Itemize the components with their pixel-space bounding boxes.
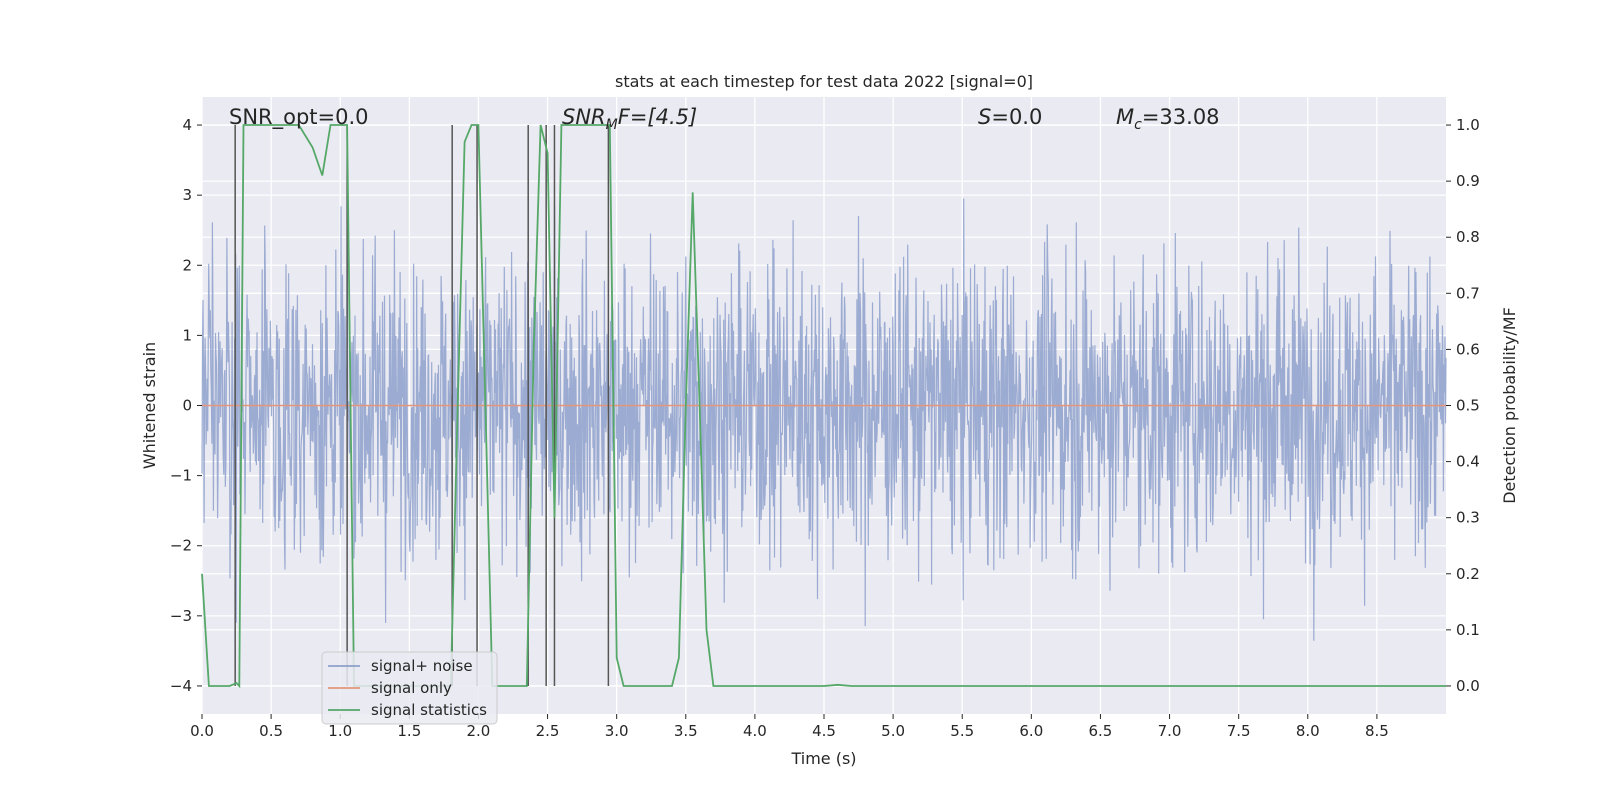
annotation-mc-base: M — [1116, 105, 1134, 129]
annotation-s-label: S — [978, 105, 991, 129]
annotation-snr-mf-base: SNR — [562, 105, 606, 129]
x-tick-label-15: 7.5 — [1227, 722, 1251, 740]
annotation-snr-mf: SNRMF=[4.5] — [562, 105, 697, 133]
y-left-tick-label-1: −3 — [170, 607, 192, 625]
x-tick-label-1: 0.5 — [259, 722, 283, 740]
x-tick-label-7: 3.5 — [674, 722, 698, 740]
annotation-snr-mf-sub: M — [606, 117, 618, 133]
y-right-tick-label-4: 0.4 — [1456, 453, 1480, 471]
vertical-markers — [234, 125, 610, 686]
y-left-tick-label-5: 1 — [182, 326, 192, 344]
annotation-s: S=0.0 — [978, 105, 1042, 129]
y-right-tick-label-0: 0.0 — [1456, 677, 1480, 695]
legend: signal+ noise signal only signal statist… — [321, 651, 498, 725]
annotation-s-value: =0.0 — [991, 105, 1042, 129]
x-axis-label: Time (s) — [790, 749, 856, 768]
y-right-tick-label-9: 0.9 — [1456, 172, 1480, 190]
legend-box — [321, 651, 498, 725]
y-left-tick-label-6: 2 — [182, 256, 192, 274]
annotation-snr-mf-f: F=[4.5] — [618, 105, 697, 129]
x-tick-label-8: 4.0 — [743, 722, 767, 740]
y-right-tick-label-10: 1.0 — [1456, 116, 1480, 134]
x-tick-label-17: 8.5 — [1365, 722, 1389, 740]
noise-line — [201, 198, 1447, 641]
x-ticks: 0.0 0.5 1.0 1.5 2.0 2.5 3.0 3.5 4.0 4.5 5.0 5.5 6.0 6… — [190, 714, 1389, 740]
x-tick-label-13: 6.5 — [1089, 722, 1113, 740]
y-left-tick-label-4: 0 — [182, 397, 192, 415]
legend-label-statistics: signal statistics — [371, 701, 487, 719]
legend-label-noise: signal+ noise — [371, 657, 473, 675]
annotation-snr-opt: SNR_opt=0.0 — [229, 105, 369, 130]
legend-label-signal-only: signal only — [371, 679, 452, 697]
y-left-ticks: −4 −3 −2 −1 0 1 2 3 4 — [170, 116, 202, 695]
chart-title: stats at each timestep for test data 202… — [615, 72, 1033, 91]
statistics-series — [201, 124, 1446, 689]
y-right-tick-label-5: 0.5 — [1456, 397, 1480, 415]
y-left-tick-label-8: 4 — [182, 116, 192, 134]
y-right-tick-label-3: 0.3 — [1456, 509, 1480, 527]
y-right-axis-label: Detection probability/MF — [1500, 307, 1519, 504]
y-left-tick-label-7: 3 — [182, 186, 192, 204]
x-tick-label-16: 8.0 — [1296, 722, 1320, 740]
y-right-tick-label-2: 0.2 — [1456, 565, 1480, 583]
x-tick-label-9: 4.5 — [812, 722, 836, 740]
y-left-axis-label: Whitened strain — [140, 342, 159, 469]
y-left-tick-label-0: −4 — [170, 677, 192, 695]
y-left-tick-label-2: −2 — [170, 537, 192, 555]
statistics-line — [201, 124, 1446, 689]
x-tick-label-11: 5.5 — [950, 722, 974, 740]
noise-series — [201, 198, 1447, 641]
x-tick-label-10: 5.0 — [881, 722, 905, 740]
y-right-tick-label-1: 0.1 — [1456, 621, 1480, 639]
x-tick-label-2: 1.0 — [328, 722, 352, 740]
y-right-tick-label-6: 0.6 — [1456, 340, 1480, 358]
annotation-mc-value: =33.08 — [1142, 105, 1220, 129]
y-right-tick-label-8: 0.8 — [1456, 228, 1480, 246]
x-tick-label-0: 0.0 — [190, 722, 214, 740]
x-tick-label-4: 2.0 — [467, 722, 491, 740]
y-right-tick-label-7: 0.7 — [1456, 284, 1480, 302]
x-tick-label-3: 1.5 — [397, 722, 421, 740]
annotation-mc: Mc=33.08 — [1116, 105, 1220, 133]
x-tick-label-5: 2.5 — [536, 722, 560, 740]
x-tick-label-6: 3.0 — [605, 722, 629, 740]
y-left-tick-label-3: −1 — [170, 467, 192, 485]
y-right-ticks: 0.0 0.1 0.2 0.3 0.4 0.5 0.6 0.7 0.8 0.9 1.0 — [1446, 116, 1480, 695]
x-tick-label-14: 7.0 — [1158, 722, 1182, 740]
x-tick-label-12: 6.0 — [1019, 722, 1043, 740]
annotation-mc-sub: c — [1134, 117, 1142, 133]
